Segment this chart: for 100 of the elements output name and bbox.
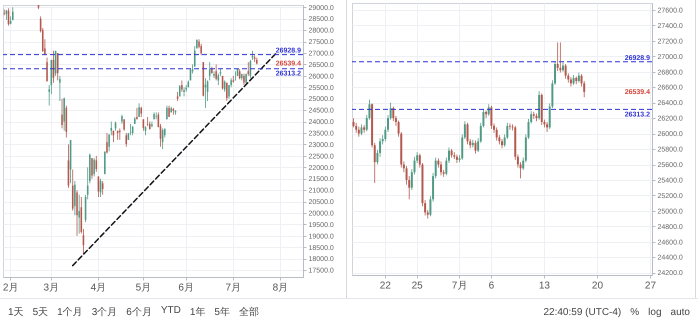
text: 3个月 — [92, 306, 118, 319]
candlestick — [91, 158, 93, 180]
candlestick — [226, 82, 228, 102]
candlestick — [100, 178, 102, 198]
text: 5年 — [214, 306, 230, 319]
candlestick — [178, 84, 181, 97]
candlestick — [119, 128, 121, 140]
candlestick — [247, 62, 250, 76]
candlestick — [54, 50, 56, 76]
text: auto — [670, 306, 690, 318]
x-tick-label: 2月 — [2, 282, 18, 294]
candlestick — [12, 6, 14, 21]
candlestick — [74, 180, 76, 216]
candlestick — [162, 128, 164, 150]
candlestick — [474, 140, 476, 154]
x-tick-label: 20 — [592, 280, 604, 292]
candlestick — [125, 132, 128, 148]
text: 1个月 — [57, 306, 83, 319]
candlestick — [72, 169, 74, 212]
candlestick — [48, 84, 50, 106]
candlestick — [562, 62, 564, 72]
candlestick — [63, 97, 65, 132]
x-tick-label: 6 — [488, 280, 495, 292]
x-tick-label: 7月 — [225, 282, 242, 294]
candlestick — [238, 68, 240, 80]
candlestick — [208, 62, 211, 81]
candlestick — [98, 176, 100, 198]
candlestick — [546, 122, 548, 132]
candlestick — [130, 123, 132, 136]
x-tick-label: 6月 — [178, 282, 194, 294]
candlestick — [200, 43, 202, 56]
candlestick — [136, 107, 138, 120]
candlestick — [222, 75, 224, 90]
candlestick — [106, 132, 108, 154]
candlestick — [132, 126, 134, 136]
candlestick — [490, 105, 492, 130]
candlestick — [146, 116, 148, 127]
text: 全部 — [238, 306, 259, 319]
candlestick — [564, 64, 567, 80]
candlestick — [234, 70, 236, 81]
candlestick — [6, 10, 8, 20]
candlestick — [121, 114, 123, 124]
candlestick — [8, 8, 10, 26]
candlestick — [252, 50, 254, 60]
candlestick — [116, 130, 118, 140]
candlestick — [114, 121, 116, 132]
candlestick — [196, 38, 198, 49]
candlestick — [76, 190, 78, 236]
candlestick — [570, 76, 572, 87]
text: 1年 — [190, 306, 206, 319]
x-tick-label: 4月 — [90, 282, 106, 294]
candlestick — [355, 122, 358, 134]
candlestick — [95, 155, 98, 172]
text: 22:40:59 (UTC-4) — [543, 306, 622, 318]
x-tick-label: 22 — [380, 280, 392, 292]
text: YTD — [160, 305, 181, 318]
text: 6个月 — [126, 306, 152, 319]
candlestick — [243, 73, 245, 86]
x-tick-label: 5月 — [136, 282, 152, 294]
text: 5天 — [32, 306, 48, 319]
candlestick — [578, 72, 580, 83]
candlestick — [183, 86, 185, 97]
text: log — [648, 306, 662, 318]
candlestick — [250, 59, 252, 79]
candlestick — [392, 106, 394, 122]
candlestick — [78, 194, 80, 234]
x-tick-label: 8月 — [272, 282, 288, 294]
candlestick — [181, 80, 183, 92]
candlestick — [61, 98, 63, 129]
x-tick-label: 3月 — [44, 282, 60, 294]
candlestick — [144, 126, 146, 136]
candlestick — [93, 158, 95, 177]
x-tick-label: 13 — [538, 280, 550, 292]
candlestick — [166, 105, 168, 120]
candlestick — [538, 90, 540, 120]
candlestick — [56, 52, 59, 81]
candlestick — [556, 42, 559, 72]
candlestick — [190, 68, 192, 81]
candlestick — [466, 122, 469, 145]
candlestick — [496, 127, 498, 141]
candlestick — [138, 102, 140, 118]
text: 1天 — [8, 306, 24, 319]
x-tick-label: 7月 — [452, 280, 468, 292]
candlestick — [440, 161, 442, 176]
candlestick — [46, 57, 48, 82]
candlestick — [59, 75, 61, 102]
candlestick — [52, 50, 54, 84]
candlestick — [501, 138, 503, 149]
candlestick — [224, 80, 226, 92]
candlestick — [112, 130, 114, 143]
candlestick — [360, 124, 362, 136]
candlestick — [66, 105, 68, 138]
candlestick — [215, 64, 217, 81]
x-tick-label: 27 — [644, 280, 656, 292]
candlestick — [204, 78, 206, 108]
candlestick — [217, 73, 220, 86]
text: % — [630, 306, 640, 318]
x-tick-label: 25 — [412, 280, 424, 292]
candlestick — [358, 126, 360, 138]
candlestick — [572, 74, 575, 86]
